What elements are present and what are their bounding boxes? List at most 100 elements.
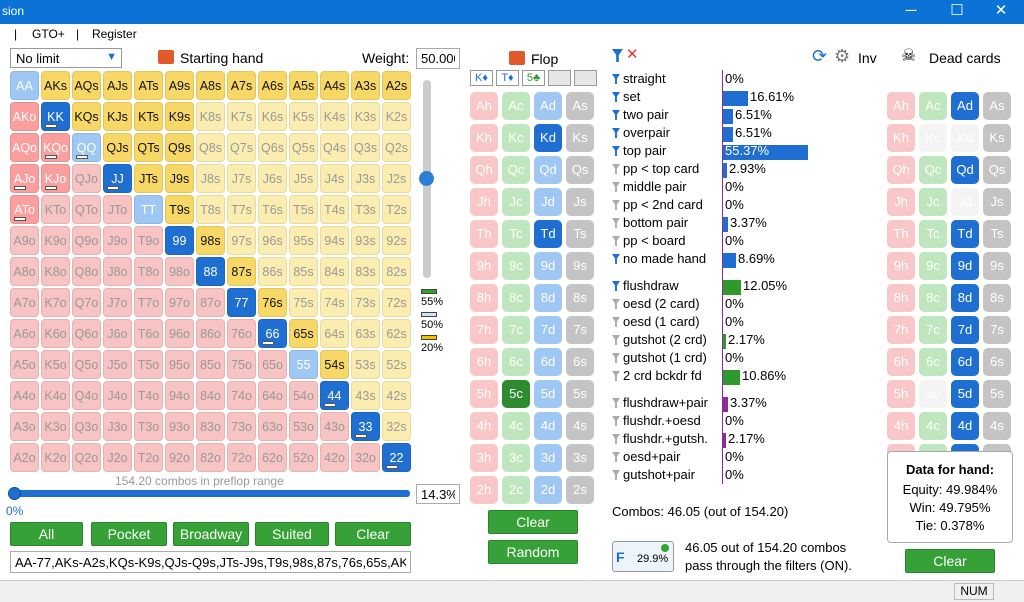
hand-cell-Q4s[interactable]: Q4s <box>320 133 349 162</box>
hand-cell-Q8o[interactable]: Q8o <box>72 257 101 286</box>
flop-card-8s[interactable]: 8s <box>566 284 594 312</box>
flop-card-3d[interactable]: 3d <box>534 444 562 472</box>
hand-cell-A4o[interactable]: A4o <box>10 381 39 410</box>
hand-cell-55[interactable]: 55 <box>289 350 318 379</box>
hand-cell-98o[interactable]: 98o <box>165 257 194 286</box>
range-slider-thumb[interactable] <box>8 487 21 500</box>
hand-cell-K8s[interactable]: K8s <box>196 102 225 131</box>
dead-card-9s[interactable]: 9s <box>983 252 1011 280</box>
hand-cell-86s[interactable]: 86s <box>258 257 287 286</box>
hand-cell-Q9o[interactable]: Q9o <box>72 226 101 255</box>
hand-cell-T6o[interactable]: T6o <box>134 319 163 348</box>
flop-card-9s[interactable]: 9s <box>566 252 594 280</box>
flop-card-8d[interactable]: 8d <box>534 284 562 312</box>
dead-card-Jh[interactable]: Jh <box>887 188 915 216</box>
hand-cell-77[interactable]: 77 <box>227 288 256 317</box>
flop-card-8h[interactable]: 8h <box>470 284 498 312</box>
flop-card-Qc[interactable]: Qc <box>502 156 530 184</box>
flop-card-7c[interactable]: 7c <box>502 316 530 344</box>
hand-cell-K2s[interactable]: K2s <box>382 102 411 131</box>
hand-cell-Q6o[interactable]: Q6o <box>72 319 101 348</box>
menu-register[interactable]: Register <box>92 27 137 41</box>
hand-cell-83s[interactable]: 83s <box>351 257 380 286</box>
minimize-button[interactable]: ─ <box>905 2 917 19</box>
hand-cell-J3o[interactable]: J3o <box>103 412 132 441</box>
dead-card-Qd[interactable]: Qd <box>951 156 979 184</box>
hand-cell-A6s[interactable]: A6s <box>258 71 287 100</box>
hand-cell-KQo[interactable]: KQo <box>41 133 70 162</box>
dead-card-Ah[interactable]: Ah <box>887 92 915 120</box>
hand-cell-J2o[interactable]: J2o <box>103 443 132 472</box>
filter-flushdraw-pair[interactable]: flushdraw+pair <box>612 395 708 410</box>
flop-card-Ts[interactable]: Ts <box>566 220 594 248</box>
suited-button[interactable]: Suited <box>255 522 329 546</box>
hand-cell-AA[interactable]: AA <box>10 71 39 100</box>
hand-cell-J6s[interactable]: J6s <box>258 164 287 193</box>
hand-cell-92o[interactable]: 92o <box>165 443 194 472</box>
hand-cell-K3o[interactable]: K3o <box>41 412 70 441</box>
hand-cell-T2s[interactable]: T2s <box>382 195 411 224</box>
hand-cell-JTo[interactable]: JTo <box>103 195 132 224</box>
dead-card-9d[interactable]: 9d <box>951 252 979 280</box>
dead-card-8d[interactable]: 8d <box>951 284 979 312</box>
filter-gutshot-2-crd-[interactable]: gutshot (2 crd) <box>612 332 707 347</box>
hand-cell-93o[interactable]: 93o <box>165 412 194 441</box>
hand-cell-J5s[interactable]: J5s <box>289 164 318 193</box>
hand-cell-T8o[interactable]: T8o <box>134 257 163 286</box>
flop-card-Kh[interactable]: Kh <box>470 124 498 152</box>
dead-card-5c[interactable]: 5c <box>919 380 947 408</box>
filter-pp-2nd-card[interactable]: pp < 2nd card <box>612 197 703 212</box>
filter-set[interactable]: set <box>612 89 640 104</box>
hand-cell-75s[interactable]: 75s <box>289 288 318 317</box>
hand-cell-J2s[interactable]: J2s <box>382 164 411 193</box>
board-slot-4[interactable] <box>548 70 571 86</box>
hand-cell-43o[interactable]: 43o <box>320 412 349 441</box>
dead-card-5d[interactable]: 5d <box>951 380 979 408</box>
hand-cell-K7s[interactable]: K7s <box>227 102 256 131</box>
hand-cell-K5s[interactable]: K5s <box>289 102 318 131</box>
hand-cell-A3o[interactable]: A3o <box>10 412 39 441</box>
hand-cell-KTo[interactable]: KTo <box>41 195 70 224</box>
hand-cell-T4o[interactable]: T4o <box>134 381 163 410</box>
hand-cell-33[interactable]: 33 <box>351 412 380 441</box>
hand-cell-87s[interactable]: 87s <box>227 257 256 286</box>
dead-card-9h[interactable]: 9h <box>887 252 915 280</box>
hand-cell-T7s[interactable]: T7s <box>227 195 256 224</box>
flop-card-Qd[interactable]: Qd <box>534 156 562 184</box>
filter-pp-top-card[interactable]: pp < top card <box>612 161 699 176</box>
hand-cell-53o[interactable]: 53o <box>289 412 318 441</box>
hand-cell-96o[interactable]: 96o <box>165 319 194 348</box>
weight-55-swatch[interactable] <box>421 289 437 294</box>
hand-cell-82s[interactable]: 82s <box>382 257 411 286</box>
flop-card-Jd[interactable]: Jd <box>534 188 562 216</box>
hand-cell-Q4o[interactable]: Q4o <box>72 381 101 410</box>
dead-card-5s[interactable]: 5s <box>983 380 1011 408</box>
dead-card-7h[interactable]: 7h <box>887 316 915 344</box>
hand-cell-QQ[interactable]: QQ <box>72 133 101 162</box>
hand-cell-T5o[interactable]: T5o <box>134 350 163 379</box>
hand-cell-98s[interactable]: 98s <box>196 226 225 255</box>
hand-cell-84s[interactable]: 84s <box>320 257 349 286</box>
hand-cell-64o[interactable]: 64o <box>258 381 287 410</box>
hand-cell-AQo[interactable]: AQo <box>10 133 39 162</box>
hand-cell-T6s[interactable]: T6s <box>258 195 287 224</box>
dead-card-8s[interactable]: 8s <box>983 284 1011 312</box>
hand-cell-73o[interactable]: 73o <box>227 412 256 441</box>
hand-cell-K6s[interactable]: K6s <box>258 102 287 131</box>
hand-cell-JJ[interactable]: JJ <box>103 164 132 193</box>
filter-pp-board[interactable]: pp < board <box>612 233 686 248</box>
all-button[interactable]: All <box>10 522 83 546</box>
hand-cell-T5s[interactable]: T5s <box>289 195 318 224</box>
board-slot-3[interactable]: 5♣ <box>522 70 545 86</box>
flop-card-5s[interactable]: 5s <box>566 380 594 408</box>
hand-cell-84o[interactable]: 84o <box>196 381 225 410</box>
board-slot-1[interactable]: K♦ <box>470 70 493 86</box>
dead-card-Ad[interactable]: Ad <box>951 92 979 120</box>
flop-card-4d[interactable]: 4d <box>534 412 562 440</box>
flop-card-2c[interactable]: 2c <box>502 476 530 504</box>
range-text-input[interactable] <box>10 551 411 573</box>
hand-cell-AKs[interactable]: AKs <box>41 71 70 100</box>
hand-cell-TT[interactable]: TT <box>134 195 163 224</box>
hand-cell-A9s[interactable]: A9s <box>165 71 194 100</box>
weight-slider-thumb[interactable] <box>419 171 434 186</box>
